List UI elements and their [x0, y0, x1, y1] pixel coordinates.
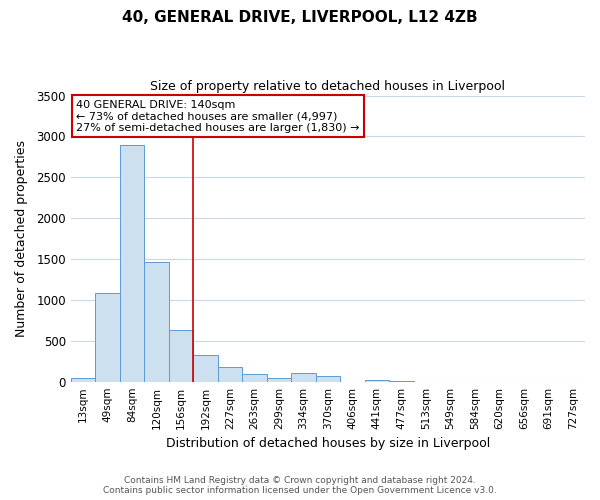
Bar [365, 380, 389, 382]
Bar [242, 374, 266, 382]
Bar [291, 372, 316, 382]
X-axis label: Distribution of detached houses by size in Liverpool: Distribution of detached houses by size … [166, 437, 490, 450]
Text: 40 GENERAL DRIVE: 140sqm
← 73% of detached houses are smaller (4,997)
27% of sem: 40 GENERAL DRIVE: 140sqm ← 73% of detach… [76, 100, 359, 133]
Bar [218, 366, 242, 382]
Bar [266, 378, 291, 382]
Text: 40, GENERAL DRIVE, LIVERPOOL, L12 4ZB: 40, GENERAL DRIVE, LIVERPOOL, L12 4ZB [122, 10, 478, 25]
Text: Contains HM Land Registry data © Crown copyright and database right 2024.
Contai: Contains HM Land Registry data © Crown c… [103, 476, 497, 495]
Y-axis label: Number of detached properties: Number of detached properties [15, 140, 28, 337]
Bar [144, 262, 169, 382]
Bar [71, 378, 95, 382]
Bar [193, 354, 218, 382]
Bar [120, 144, 144, 382]
Bar [316, 376, 340, 382]
Bar [95, 292, 120, 382]
Title: Size of property relative to detached houses in Liverpool: Size of property relative to detached ho… [151, 80, 505, 93]
Bar [169, 330, 193, 382]
